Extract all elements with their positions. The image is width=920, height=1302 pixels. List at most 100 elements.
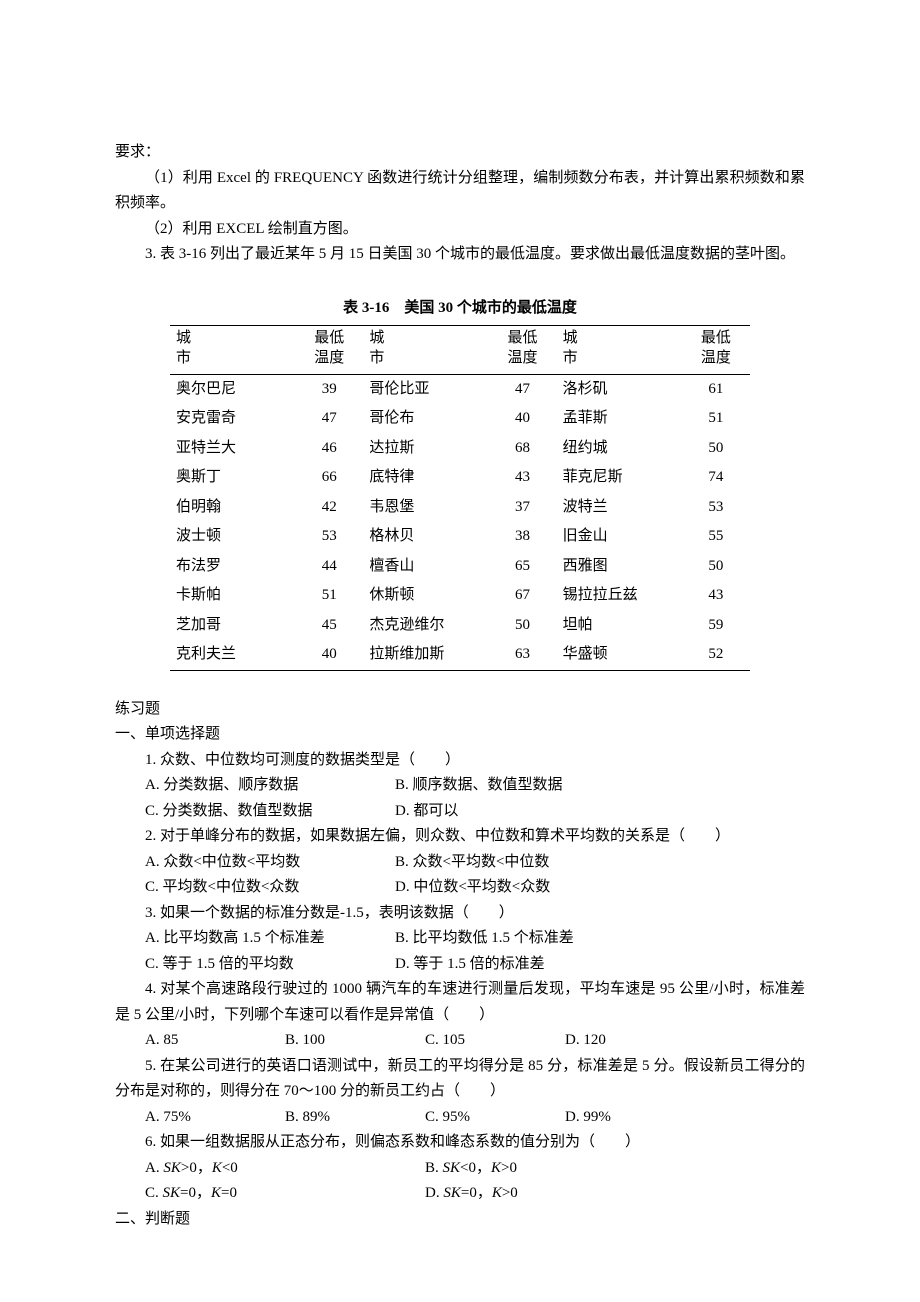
q6d-k: K [492,1185,502,1201]
q6b-k: K [491,1160,501,1176]
q2-opts-row2: C. 平均数<中位数<众数 D. 中位数<平均数<众数 [115,875,805,901]
q6a-sk: SK [163,1160,181,1176]
city-cell: 檀香山 [363,552,488,582]
q1-opt-d: D. 都可以 [395,799,645,825]
th-temp-top: 最低 [508,330,538,346]
city-cell: 西雅图 [557,552,682,582]
q3-stem: 3. 如果一个数据的标准分数是-1.5，表明该数据（ ） [115,901,805,927]
q3-opt-d: D. 等于 1.5 倍的标准差 [395,952,645,978]
th-city-top: 城 [176,330,191,346]
q6b-sk: SK [443,1160,461,1176]
q6c-pre: C. [145,1185,163,1201]
table-row: 波士顿53格林贝38旧金山55 [170,522,750,552]
q6a-k: K [212,1160,222,1176]
temp-cell: 50 [682,434,750,464]
q6c-sk: SK [163,1185,181,1201]
req-3: 3. 表 3-16 列出了最近某年 5 月 15 日美国 30 个城市的最低温度… [115,242,805,268]
table-row: 克利夫兰40拉斯维加斯63华盛顿52 [170,640,750,670]
city-cell: 孟菲斯 [557,404,682,434]
q6-opt-c: C. SK=0，K=0 [145,1181,425,1207]
city-cell: 休斯顿 [363,581,488,611]
city-cell: 底特律 [363,463,488,493]
section-1-heading: 一、单项选择题 [115,722,805,748]
th-city-top: 城 [369,330,384,346]
q4-opt-d: D. 120 [565,1028,705,1054]
city-cell: 杰克逊维尔 [363,611,488,641]
q4-opts: A. 85 B. 100 C. 105 D. 120 [115,1028,805,1054]
city-cell: 奥尔巴尼 [170,374,295,404]
q1-stem: 1. 众数、中位数均可测度的数据类型是（ ） [115,748,805,774]
city-cell: 伯明翰 [170,493,295,523]
th-temp-top: 最低 [701,330,731,346]
table-row: 安克雷奇47哥伦布40孟菲斯51 [170,404,750,434]
temp-cell: 51 [682,404,750,434]
temp-cell: 63 [488,640,556,670]
city-cell: 哥伦比亚 [363,374,488,404]
city-cell: 格林贝 [363,522,488,552]
temp-cell: 40 [488,404,556,434]
city-cell: 纽约城 [557,434,682,464]
temp-cell: 44 [295,552,363,582]
city-cell: 奥斯丁 [170,463,295,493]
temp-cell: 40 [295,640,363,670]
table-row: 伯明翰42韦恩堡37波特兰53 [170,493,750,523]
q6-stem: 6. 如果一组数据服从正态分布，则偏态系数和峰态系数的值分别为（ ） [115,1130,805,1156]
q4-opt-a: A. 85 [145,1028,285,1054]
q5-stem: 5. 在某公司进行的英语口语测试中，新员工的平均得分是 85 分，标准差是 5 … [115,1054,805,1105]
table-body: 奥尔巴尼39哥伦比亚47洛杉矶61安克雷奇47哥伦布40孟菲斯51亚特兰大46达… [170,374,750,670]
q6-opt-a: A. SK>0，K<0 [145,1156,425,1182]
temp-cell: 46 [295,434,363,464]
q2-opts-row1: A. 众数<中位数<平均数 B. 众数<平均数<中位数 [115,850,805,876]
city-cell: 菲克尼斯 [557,463,682,493]
temp-cell: 51 [295,581,363,611]
q2-opt-b: B. 众数<平均数<中位数 [395,850,645,876]
temp-cell: 55 [682,522,750,552]
city-cell: 安克雷奇 [170,404,295,434]
q6-opt-b: B. SK<0，K>0 [425,1156,517,1182]
q2-opt-d: D. 中位数<平均数<众数 [395,875,645,901]
q1-opt-a: A. 分类数据、顺序数据 [145,773,395,799]
q4-stem: 4. 对某个高速路段行驶过的 1000 辆汽车的车速进行测量后发现，平均车速是 … [115,977,805,1028]
city-cell: 波士顿 [170,522,295,552]
temp-cell: 66 [295,463,363,493]
q1-opt-c: C. 分类数据、数值型数据 [145,799,395,825]
req-1: （1）利用 Excel 的 FREQUENCY 函数进行统计分组整理，编制频数分… [115,166,805,217]
city-cell: 韦恩堡 [363,493,488,523]
q1-opts-row2: C. 分类数据、数值型数据 D. 都可以 [115,799,805,825]
q2-opt-c: C. 平均数<中位数<众数 [145,875,395,901]
th-city-bot: 市 [369,350,384,366]
city-cell: 布法罗 [170,552,295,582]
temp-cell: 53 [682,493,750,523]
q6a-pre: A. [145,1160,163,1176]
th-temp-bot: 温度 [701,350,731,366]
temp-cell: 50 [682,552,750,582]
table-row: 卡斯帕51休斯顿67锡拉拉丘兹43 [170,581,750,611]
q6d-pre: D. [425,1185,443,1201]
q6c-k: K [211,1185,221,1201]
q3-opts-row1: A. 比平均数高 1.5 个标准差 B. 比平均数低 1.5 个标准差 [115,926,805,952]
table-row: 亚特兰大46达拉斯68纽约城50 [170,434,750,464]
table-row: 芝加哥45杰克逊维尔50坦帕59 [170,611,750,641]
q6b-pre: B. [425,1160,443,1176]
temp-cell: 42 [295,493,363,523]
temp-cell: 74 [682,463,750,493]
q6d-sk: SK [443,1185,461,1201]
temp-cell: 47 [295,404,363,434]
q5-opt-c: C. 95% [425,1105,565,1131]
q4-opt-b: B. 100 [285,1028,425,1054]
q6-opts-row1: A. SK>0，K<0 B. SK<0，K>0 [115,1156,805,1182]
q3-opt-b: B. 比平均数低 1.5 个标准差 [395,926,645,952]
city-cell: 旧金山 [557,522,682,552]
exercises-heading: 练习题 [115,697,805,723]
q3-opts-row2: C. 等于 1.5 倍的平均数 D. 等于 1.5 倍的标准差 [115,952,805,978]
temp-cell: 38 [488,522,556,552]
q1-opts-row1: A. 分类数据、顺序数据 B. 顺序数据、数值型数据 [115,773,805,799]
temp-cell: 68 [488,434,556,464]
q5-opt-a: A. 75% [145,1105,285,1131]
q6c-post: =0 [221,1185,237,1201]
q6-opt-d: D. SK=0，K>0 [425,1181,518,1207]
city-cell: 坦帕 [557,611,682,641]
q2-opt-a: A. 众数<中位数<平均数 [145,850,395,876]
temp-cell: 59 [682,611,750,641]
q3-opt-a: A. 比平均数高 1.5 个标准差 [145,926,395,952]
